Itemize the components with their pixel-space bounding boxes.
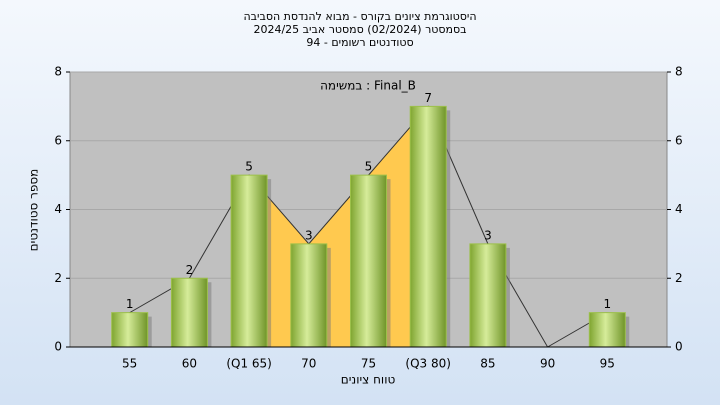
bar [469, 243, 507, 348]
bar [350, 174, 387, 348]
bar [170, 277, 208, 348]
bar [290, 243, 328, 348]
x-tick-label: 60 [182, 357, 197, 371]
data-label: 7 [424, 91, 432, 105]
y-tick-label: 2 [54, 271, 62, 285]
data-label: 3 [484, 228, 492, 242]
y-axis-label: מספר סטודנטים [27, 169, 41, 252]
x-tick-label: 90 [540, 357, 555, 371]
y2-tick-label: 0 [675, 340, 683, 354]
annotation: במשימה : Final_B [320, 79, 416, 93]
x-tick-label: 55 [122, 357, 137, 371]
data-label: 1 [126, 297, 134, 311]
data-label: 1 [603, 297, 611, 311]
data-label: 3 [305, 228, 313, 242]
bar [588, 312, 626, 348]
title-line: סטודנטים רשומים - 94 [306, 36, 413, 49]
title: היסטוגרמת ציונים בקורס - מבוא להנדסת הסב… [243, 10, 476, 49]
x-tick-label: 70 [301, 357, 316, 371]
y2-tick-label: 6 [675, 133, 683, 147]
x-tick-label: (Q3 80) [405, 357, 451, 371]
bar [409, 105, 447, 348]
title-line: היסטוגרמת ציונים בקורס - מבוא להנדסת הסב… [243, 10, 476, 23]
y2-tick-label: 2 [675, 271, 683, 285]
bar [111, 312, 149, 348]
y-tick-label: 8 [54, 65, 62, 79]
data-label: 2 [186, 263, 194, 277]
x-tick-label: 75 [361, 357, 376, 371]
x-tick-label: (Q1 65) [226, 357, 272, 371]
x-axis-label: טווח ציונים [341, 373, 396, 387]
title-line: בסמסטר (02/2024) סמסטר אביב 2024/25 [253, 23, 466, 36]
y-tick-label: 4 [54, 202, 62, 216]
data-label: 5 [365, 160, 373, 174]
y-tick-label: 0 [54, 340, 62, 354]
bar [230, 174, 268, 348]
x-tick-label: 95 [600, 357, 615, 371]
x-tick-label: 85 [480, 357, 495, 371]
y2-tick-label: 8 [675, 65, 683, 79]
y2-tick-label: 4 [675, 202, 683, 216]
data-label: 5 [245, 160, 253, 174]
y-tick-label: 6 [54, 133, 62, 147]
